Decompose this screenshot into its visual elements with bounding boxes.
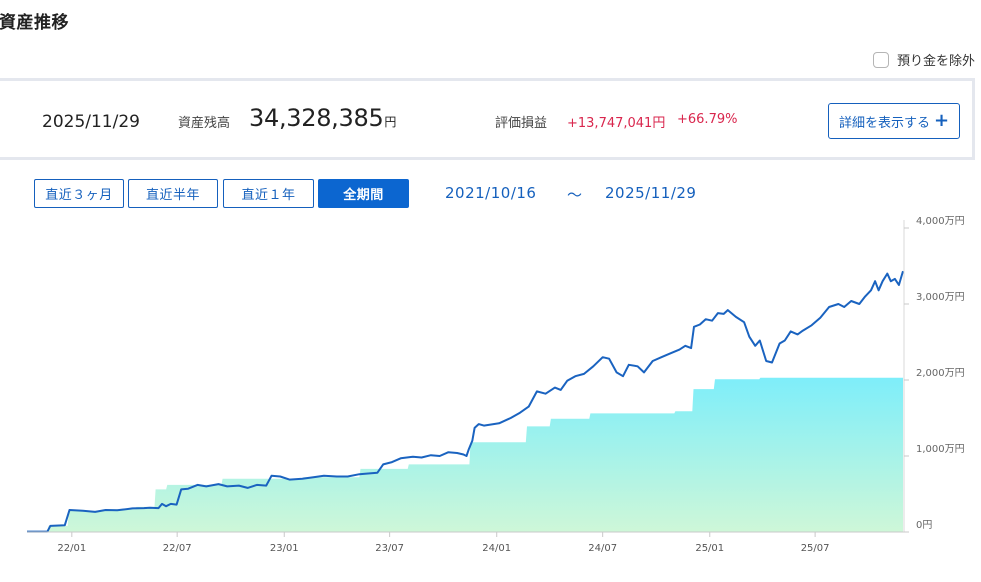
y-tick-label: 3,000万円 (916, 292, 965, 303)
x-tick-label: 23/07 (375, 543, 404, 554)
hide-deposit-checkbox[interactable]: 預り金を除外 (872, 50, 975, 69)
pl-label: 評価損益 (495, 116, 548, 131)
x-tick-label: 24/07 (588, 543, 617, 554)
y-tick-label: 2,000万円 (916, 368, 965, 379)
page-title: 資産推移 (0, 13, 69, 33)
summary-date: 2025/11/29 (42, 112, 140, 132)
summary-card: 2025/11/29 資産残高 34,328,385円 評価損益 +13,747… (0, 78, 975, 160)
tab-all-period[interactable]: 全期間 (318, 179, 409, 208)
x-tick-label: 25/07 (801, 543, 830, 554)
pl-percent: +66.79% (677, 112, 738, 127)
assets-amount: 34,328,385 (249, 104, 384, 132)
x-tick-label: 22/07 (163, 543, 192, 554)
show-detail-button[interactable]: 詳細を表示する + (828, 103, 960, 139)
tab-last-3-months[interactable]: 直近３ヶ月 (34, 179, 124, 208)
y-tick-label: 1,000万円 (916, 444, 965, 455)
range-separator: ～ (567, 186, 583, 204)
range-end-date: 2025/11/29 (605, 184, 697, 202)
deposit-area (27, 377, 903, 532)
tab-last-1-year[interactable]: 直近１年 (223, 179, 314, 208)
y-tick-label: 0円 (916, 520, 932, 531)
assets-value: 34,328,385円 (249, 104, 396, 132)
plus-icon: + (933, 110, 950, 131)
x-tick-label: 25/01 (695, 543, 724, 554)
y-tick-label: 4,000万円 (916, 216, 965, 227)
hide-deposit-label: 預り金を除外 (896, 54, 975, 69)
pl-value: +13,747,041円 (567, 116, 666, 131)
assets-label: 資産残高 (178, 116, 231, 131)
asset-value-line (27, 270, 904, 533)
x-tick-label: 24/01 (482, 543, 511, 554)
x-tick-label: 22/01 (57, 543, 86, 554)
show-detail-label: 詳細を表示する (838, 115, 930, 131)
x-tick-label: 23/01 (270, 543, 299, 554)
assets-unit: 円 (384, 115, 397, 129)
range-start-date: 2021/10/16 (445, 184, 537, 202)
checkbox-icon[interactable] (872, 51, 889, 68)
tab-last-half-year[interactable]: 直近半年 (128, 179, 218, 208)
